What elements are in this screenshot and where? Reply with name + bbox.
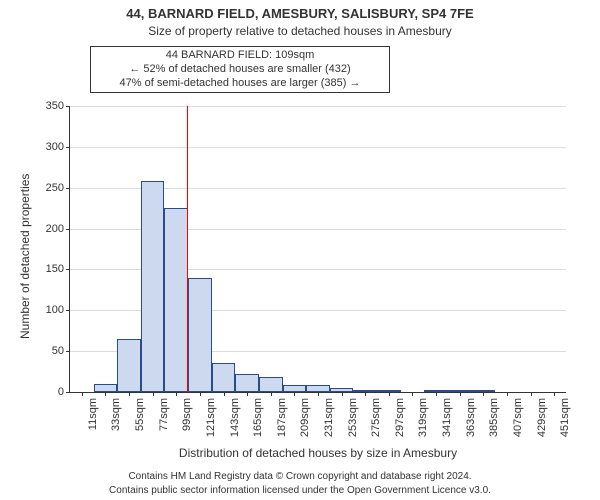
x-tick-label: 187sqm — [276, 398, 288, 448]
x-tick-label: 297sqm — [394, 398, 406, 448]
x-tick-mark — [318, 392, 319, 396]
histogram-bar — [188, 278, 212, 392]
x-tick-mark — [153, 392, 154, 396]
x-tick-mark — [129, 392, 130, 396]
histogram-bar — [94, 384, 118, 392]
x-tick-label: 429sqm — [536, 398, 548, 448]
annotation-line-1: 44 BARNARD FIELD: 109sqm — [95, 49, 385, 63]
annotation-box: 44 BARNARD FIELD: 109sqm ← 52% of detach… — [90, 46, 390, 93]
annotation-line-2: ← 52% of detached houses are smaller (43… — [95, 63, 385, 77]
chart-stage: 44, BARNARD FIELD, AMESBURY, SALISBURY, … — [0, 0, 600, 500]
x-tick-label: 407sqm — [512, 398, 524, 448]
footer-line-2: Contains public sector information licen… — [0, 485, 600, 496]
x-tick-mark — [342, 392, 343, 396]
x-tick-mark — [483, 392, 484, 396]
x-tick-label: 319sqm — [417, 398, 429, 448]
histogram-bar — [235, 374, 259, 392]
x-tick-mark — [294, 392, 295, 396]
x-tick-label: 143sqm — [229, 398, 241, 448]
x-tick-mark — [271, 392, 272, 396]
y-tick-label: 350 — [46, 100, 70, 112]
y-tick-label: 50 — [52, 345, 70, 357]
x-tick-label: 451sqm — [559, 398, 571, 448]
x-tick-mark — [460, 392, 461, 396]
gridline — [70, 147, 566, 148]
plot-area: 05010015020025030035011sqm33sqm55sqm77sq… — [70, 106, 566, 392]
chart-subtitle: Size of property relative to detached ho… — [0, 24, 600, 38]
x-tick-label: 121sqm — [205, 398, 217, 448]
y-tick-label: 250 — [46, 182, 70, 194]
x-tick-label: 11sqm — [87, 398, 99, 448]
histogram-bar — [141, 181, 165, 392]
reference-line — [187, 106, 188, 392]
x-tick-mark — [105, 392, 106, 396]
x-tick-mark — [365, 392, 366, 396]
x-tick-mark — [247, 392, 248, 396]
x-tick-mark — [389, 392, 390, 396]
histogram-bar — [117, 339, 141, 392]
y-tick-label: 200 — [46, 223, 70, 235]
x-tick-mark — [436, 392, 437, 396]
x-tick-label: 165sqm — [252, 398, 264, 448]
chart-title: 44, BARNARD FIELD, AMESBURY, SALISBURY, … — [0, 6, 600, 21]
x-tick-mark — [200, 392, 201, 396]
x-tick-mark — [507, 392, 508, 396]
x-tick-label: 99sqm — [181, 398, 193, 448]
footer-line-1: Contains HM Land Registry data © Crown c… — [0, 471, 600, 482]
y-tick-label: 100 — [46, 304, 70, 316]
y-tick-label: 150 — [46, 263, 70, 275]
x-tick-label: 209sqm — [299, 398, 311, 448]
x-tick-mark — [412, 392, 413, 396]
y-axis-label: Number of detached properties — [18, 174, 32, 339]
x-tick-label: 341sqm — [441, 398, 453, 448]
histogram-bar — [259, 377, 283, 392]
x-tick-mark — [554, 392, 555, 396]
x-tick-mark — [82, 392, 83, 396]
histogram-bar — [164, 208, 188, 392]
x-tick-mark — [176, 392, 177, 396]
gridline — [70, 106, 566, 107]
annotation-line-3: 47% of semi-detached houses are larger (… — [95, 77, 385, 91]
x-tick-label: 55sqm — [134, 398, 146, 448]
x-tick-label: 363sqm — [465, 398, 477, 448]
x-tick-label: 385sqm — [488, 398, 500, 448]
y-tick-label: 300 — [46, 141, 70, 153]
x-tick-label: 275sqm — [370, 398, 382, 448]
x-tick-label: 77sqm — [158, 398, 170, 448]
x-tick-mark — [531, 392, 532, 396]
x-tick-label: 33sqm — [110, 398, 122, 448]
x-tick-label: 253sqm — [347, 398, 359, 448]
y-tick-label: 0 — [58, 386, 70, 398]
x-tick-mark — [224, 392, 225, 396]
x-axis-label: Distribution of detached houses by size … — [70, 446, 566, 460]
x-tick-label: 231sqm — [323, 398, 335, 448]
histogram-bar — [212, 363, 236, 392]
